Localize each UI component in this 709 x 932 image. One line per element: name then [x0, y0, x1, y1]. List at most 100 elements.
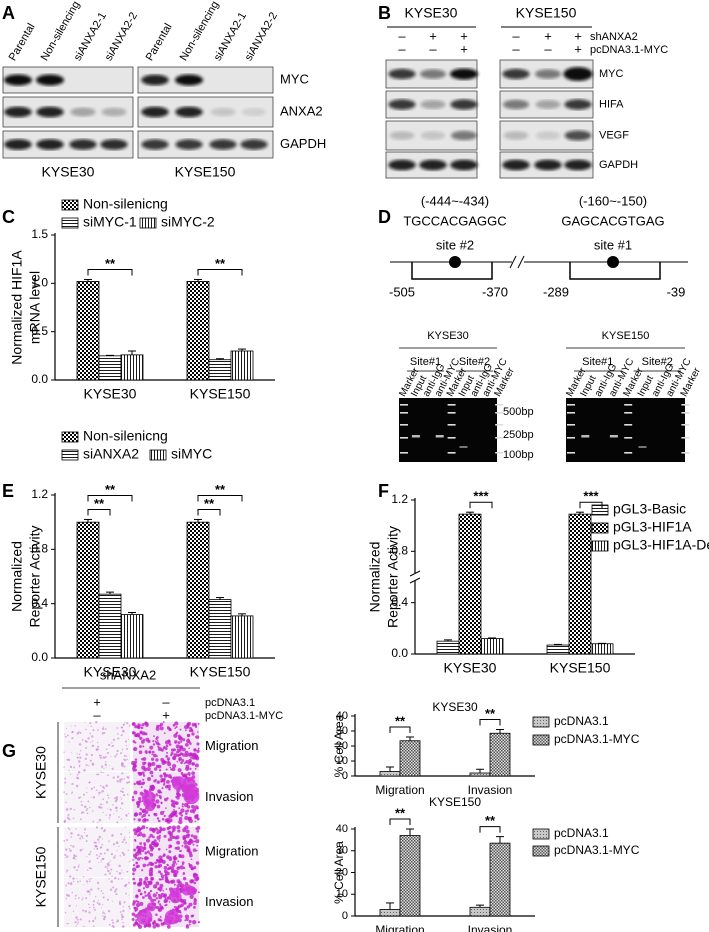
- y-tick-label: 0: [342, 910, 348, 922]
- bar: [230, 350, 254, 381]
- gel-band: [681, 412, 690, 414]
- cell-stain: [139, 852, 142, 855]
- cell-stain: [79, 918, 82, 921]
- cell-stain: [179, 794, 182, 797]
- cell-stain: [111, 924, 115, 928]
- cell-stain: [102, 785, 105, 789]
- cell-stain: [188, 747, 191, 750]
- sign: –: [398, 41, 406, 56]
- gel-band: [567, 424, 575, 426]
- cell-stain: [186, 905, 190, 909]
- gel-band: [638, 446, 647, 448]
- cell-stain: [66, 869, 69, 872]
- cell-stain: [87, 890, 90, 893]
- cell-stain: [102, 904, 104, 906]
- cell-stain: [187, 738, 190, 741]
- cell-stain: [73, 855, 76, 858]
- cell-stain: [114, 799, 118, 803]
- cell-stain: [111, 834, 114, 837]
- cell-stain: [80, 835, 83, 838]
- cell-stain: [195, 839, 200, 844]
- cell-stain: [135, 780, 141, 785]
- cell-stain: [120, 833, 123, 836]
- axis-break: [409, 570, 421, 577]
- cell-stain: [164, 898, 169, 903]
- cell-stain: [88, 853, 91, 856]
- gel-band: [624, 452, 633, 454]
- cell-stain: [93, 786, 96, 789]
- cell-stain: [75, 916, 78, 919]
- lane-label: Parental: [7, 21, 38, 62]
- cell-stain: [128, 831, 131, 833]
- blot-band: [70, 107, 96, 117]
- bar: [98, 355, 122, 381]
- protein-label: MYC: [280, 71, 309, 86]
- significance-label: **: [485, 706, 496, 721]
- rule: [509, 255, 517, 269]
- cell-stain: [155, 923, 158, 927]
- cell-stain: [141, 723, 145, 727]
- cell-stain: [158, 829, 162, 833]
- cell-stain: [139, 856, 142, 859]
- cell-stain: [106, 774, 109, 777]
- cell-stain: [103, 732, 106, 734]
- cell-stain: [75, 869, 77, 871]
- cell-stain: [178, 749, 181, 752]
- cell-stain: [179, 728, 182, 731]
- legend-label: pGL3-HIF1A: [613, 519, 692, 535]
- significance-label: **: [395, 713, 406, 728]
- cell-stain: [118, 845, 120, 848]
- cell-stain: [100, 771, 103, 774]
- cell-stain: [68, 923, 70, 925]
- cell-stain: [164, 818, 169, 823]
- cell-stain: [183, 840, 188, 845]
- cell-stain: [103, 767, 105, 769]
- cell-stain: [121, 851, 125, 855]
- legend-label: pGL3-HIF1A-Del: [613, 537, 709, 553]
- cell-stain: [99, 756, 102, 759]
- cell-stain: [147, 880, 150, 883]
- cell-stain: [142, 778, 145, 781]
- error-bar: [554, 643, 562, 646]
- cell-stain: [77, 833, 80, 837]
- cell-stain: [178, 757, 181, 760]
- cell-stain: [108, 765, 110, 767]
- condition-label: shANXA2: [590, 31, 638, 43]
- cell-stain: [133, 812, 139, 817]
- cell-stain: [178, 850, 181, 853]
- y-axis-label: mRNA level: [27, 271, 43, 344]
- cell-stain: [157, 908, 161, 912]
- cell-stain: [152, 884, 158, 889]
- cell-stain: [173, 905, 177, 909]
- cell-stain: [194, 877, 199, 882]
- cell-stain: [163, 869, 168, 874]
- cell-stain: [89, 759, 92, 762]
- cell-stain: [81, 811, 84, 814]
- cell-stain: [140, 724, 142, 727]
- cell-stain: [121, 841, 124, 844]
- y-axis-label: Reporter Activity: [27, 526, 43, 628]
- cell-stain: [76, 869, 79, 871]
- cell-stain: [145, 752, 148, 755]
- cell-stain: [67, 827, 70, 830]
- cell-stain: [90, 787, 93, 790]
- cell-stain: [115, 806, 118, 810]
- cell-stain: [110, 853, 114, 856]
- cell-stain: [110, 755, 112, 757]
- cell-stain: [88, 893, 91, 896]
- cell-stain: [122, 729, 124, 732]
- cell-stain: [176, 748, 179, 751]
- cell-stain: [85, 834, 88, 837]
- cell-stain: [92, 796, 96, 799]
- cell-stain: [180, 752, 184, 755]
- sign: –: [162, 694, 170, 709]
- cell-stain: [132, 731, 136, 735]
- panel-letter: A: [2, 3, 15, 23]
- gel-band: [400, 437, 408, 439]
- gel-band: [495, 452, 504, 454]
- cell-stain: [150, 862, 155, 866]
- blot-band: [389, 131, 415, 140]
- gel-band: [447, 452, 456, 454]
- condition-label: pcDNA3.1: [205, 697, 255, 709]
- blot-band: [388, 99, 416, 110]
